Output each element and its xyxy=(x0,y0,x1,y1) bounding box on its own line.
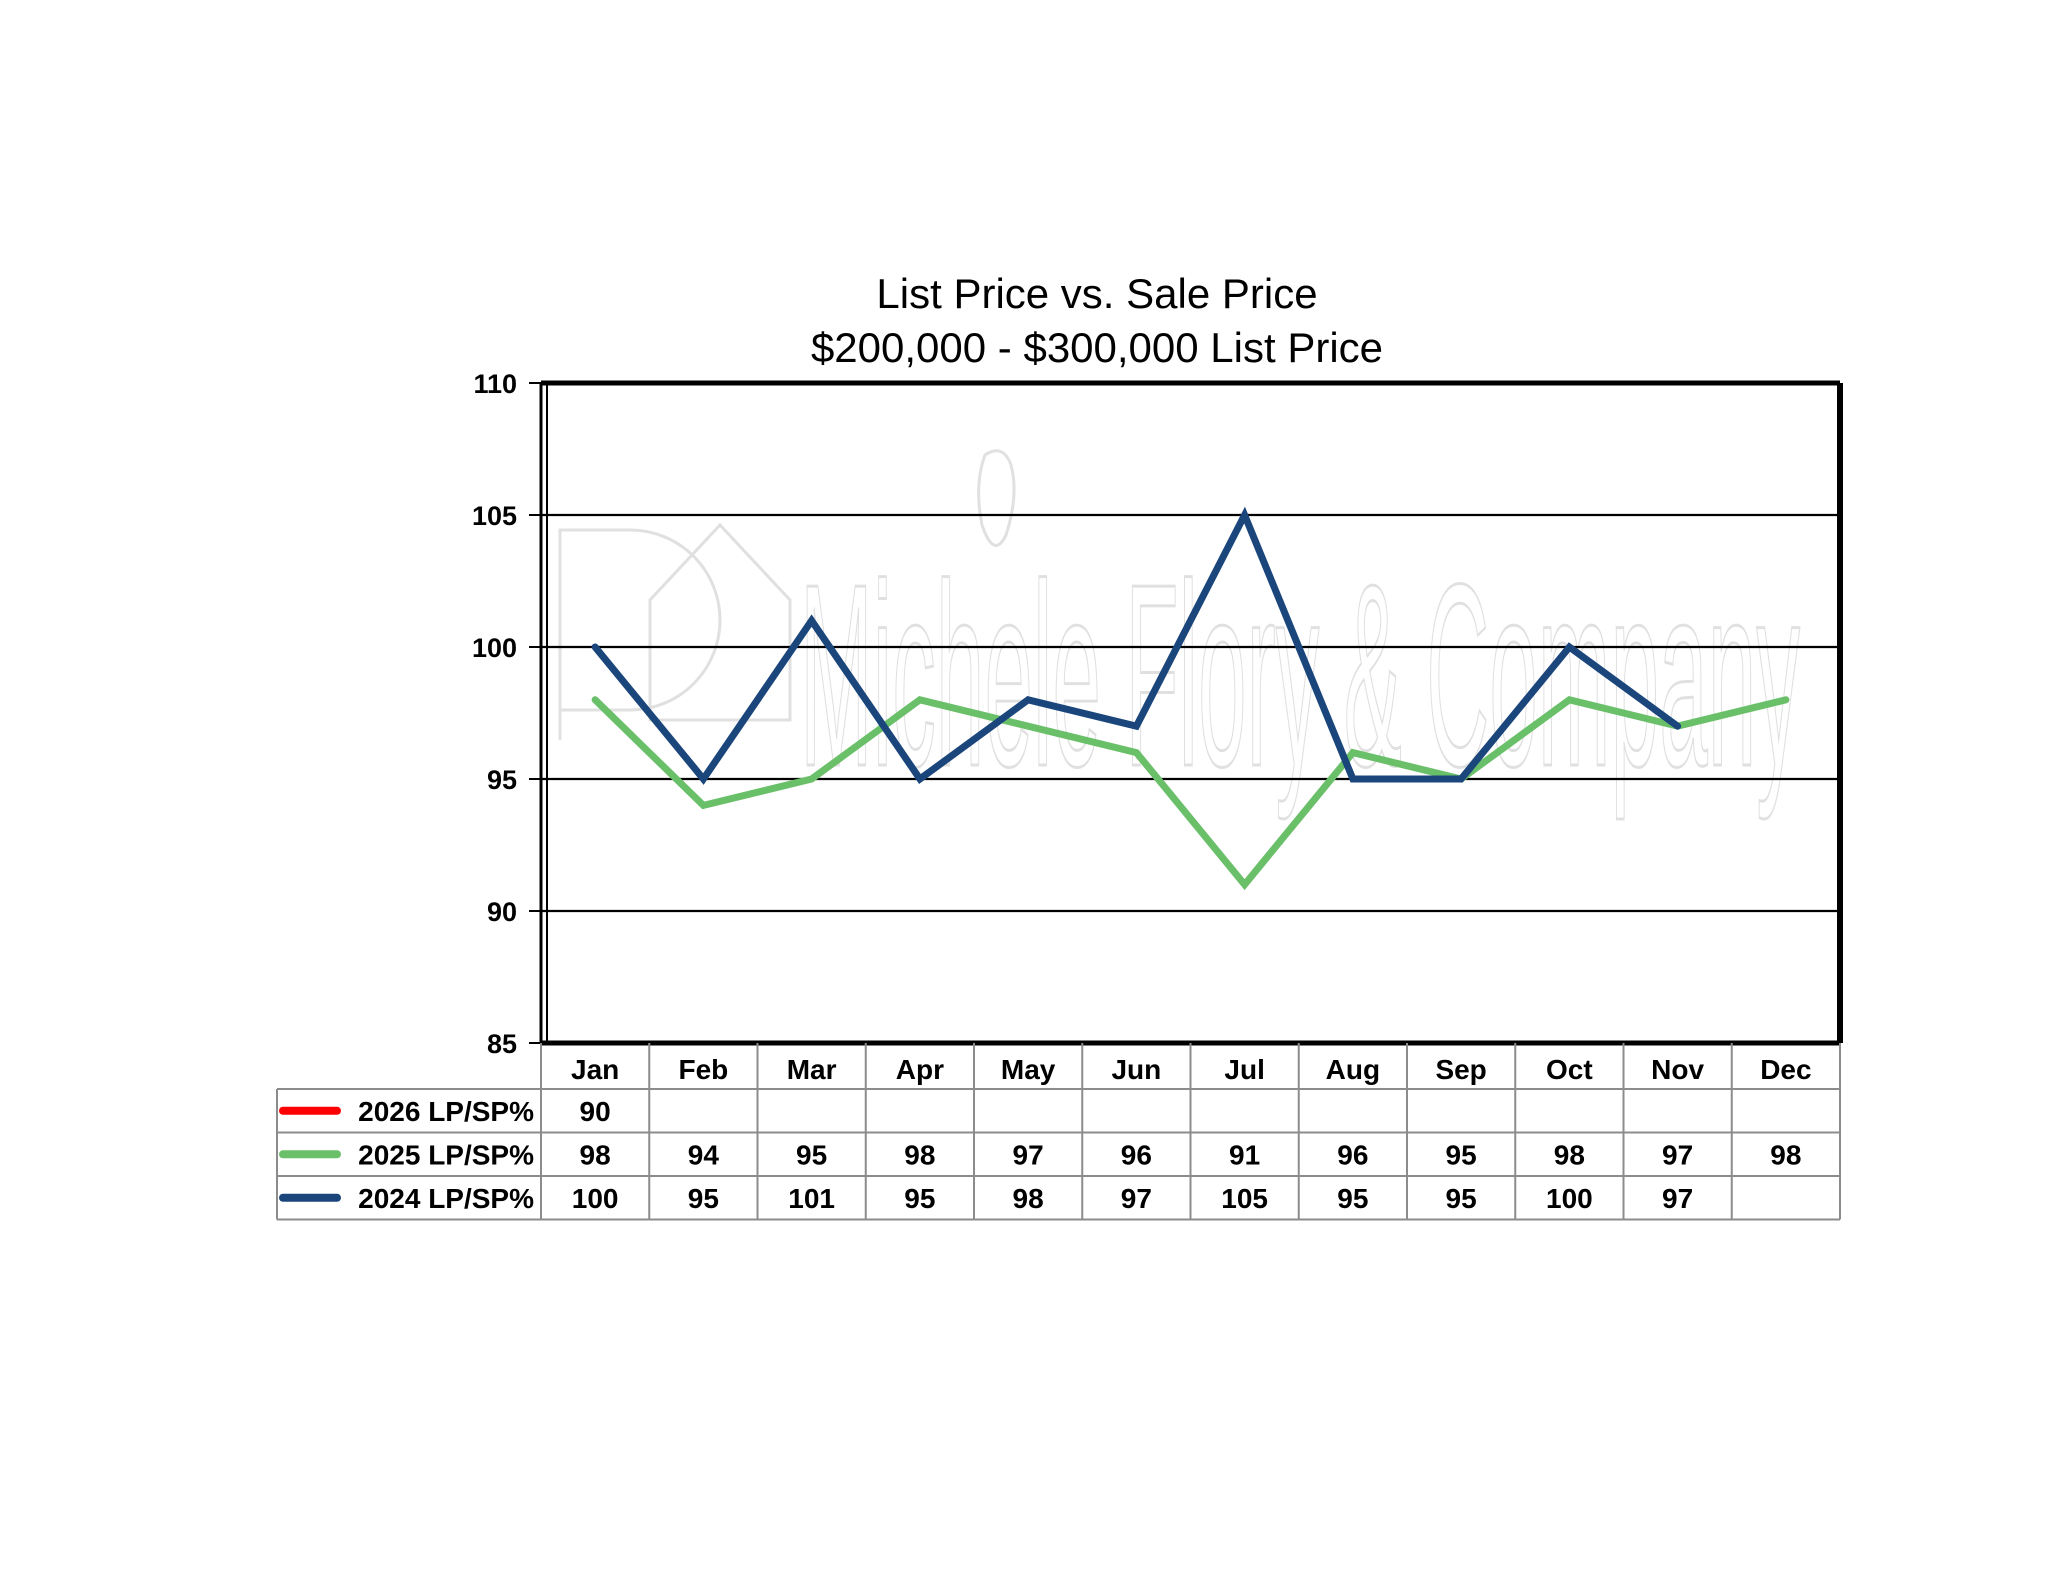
legend-label: 2026 LP/SP% xyxy=(358,1096,534,1127)
plot-series xyxy=(591,506,1790,891)
table-cell-value: 95 xyxy=(1337,1183,1368,1214)
watermark-logo: Michele Flory & Company xyxy=(558,449,1802,823)
table-cell-value: 105 xyxy=(1221,1183,1268,1214)
data-table: Jan Feb Mar Apr May Jun Jul Aug Sep Oct Nov Dec 2026… xyxy=(276,1043,1841,1221)
series-line xyxy=(591,506,1682,785)
series-line xyxy=(591,696,1790,891)
legend-label: 2025 LP/SP% xyxy=(358,1139,534,1170)
table-cell-value: 98 xyxy=(1770,1139,1801,1170)
table-cell-value: 100 xyxy=(1546,1183,1593,1214)
gridlines xyxy=(541,513,1840,913)
table-cell-value: 97 xyxy=(1662,1183,1693,1214)
x-tick-label: Jan xyxy=(571,1054,619,1085)
table-cell-value: 94 xyxy=(688,1139,720,1170)
table-cell-value: 97 xyxy=(1662,1139,1693,1170)
chart-subtitle: $200,000 - $300,000 List Price xyxy=(811,324,1383,371)
x-tick-label: Jun xyxy=(1111,1054,1161,1085)
y-tick-label: 105 xyxy=(472,501,517,531)
table-cell-value: 97 xyxy=(1013,1139,1044,1170)
x-tick-label: Aug xyxy=(1326,1054,1380,1085)
table-cell-value: 100 xyxy=(572,1183,619,1214)
chart-title: List Price vs. Sale Price xyxy=(876,270,1317,317)
y-tick-label: 100 xyxy=(472,633,517,663)
table-cell-value: 95 xyxy=(1446,1139,1477,1170)
x-tick-label: Nov xyxy=(1651,1054,1704,1085)
x-tick-label: Jul xyxy=(1224,1054,1264,1085)
y-tick-label: 90 xyxy=(487,897,517,927)
table-cell-value: 90 xyxy=(580,1096,611,1127)
table-cell-value: 96 xyxy=(1337,1139,1368,1170)
y-tick-label: 85 xyxy=(487,1029,517,1059)
x-tick-label: Apr xyxy=(896,1054,944,1085)
table-cell-value: 101 xyxy=(788,1183,835,1214)
table-cell-value: 98 xyxy=(904,1139,935,1170)
legend-label: 2024 LP/SP% xyxy=(358,1183,534,1214)
y-axis: 85 90 95 100 105 110 xyxy=(472,369,541,1059)
x-tick-label: Mar xyxy=(787,1054,837,1085)
table-cell-value: 98 xyxy=(580,1139,611,1170)
x-tick-label: Sep xyxy=(1435,1054,1486,1085)
table-cell-value: 95 xyxy=(688,1183,719,1214)
table-cell-value: 97 xyxy=(1121,1183,1152,1214)
y-tick-label: 95 xyxy=(487,765,517,795)
x-tick-label: May xyxy=(1001,1054,1056,1085)
table-cell-value: 98 xyxy=(1554,1139,1585,1170)
x-tick-label: Oct xyxy=(1546,1054,1593,1085)
watermark-text-name: Michele Flory & Company xyxy=(800,531,1800,822)
x-tick-label: Dec xyxy=(1760,1054,1811,1085)
x-tick-label: Feb xyxy=(678,1054,728,1085)
table-cell-value: 98 xyxy=(1013,1183,1044,1214)
table-cell-value: 96 xyxy=(1121,1139,1152,1170)
table-cell-value: 95 xyxy=(796,1139,827,1170)
y-tick-label: 110 xyxy=(473,369,517,399)
table-cell-value: 95 xyxy=(1446,1183,1477,1214)
table-cell-value: 95 xyxy=(904,1183,935,1214)
table-cell-value: 91 xyxy=(1229,1139,1260,1170)
